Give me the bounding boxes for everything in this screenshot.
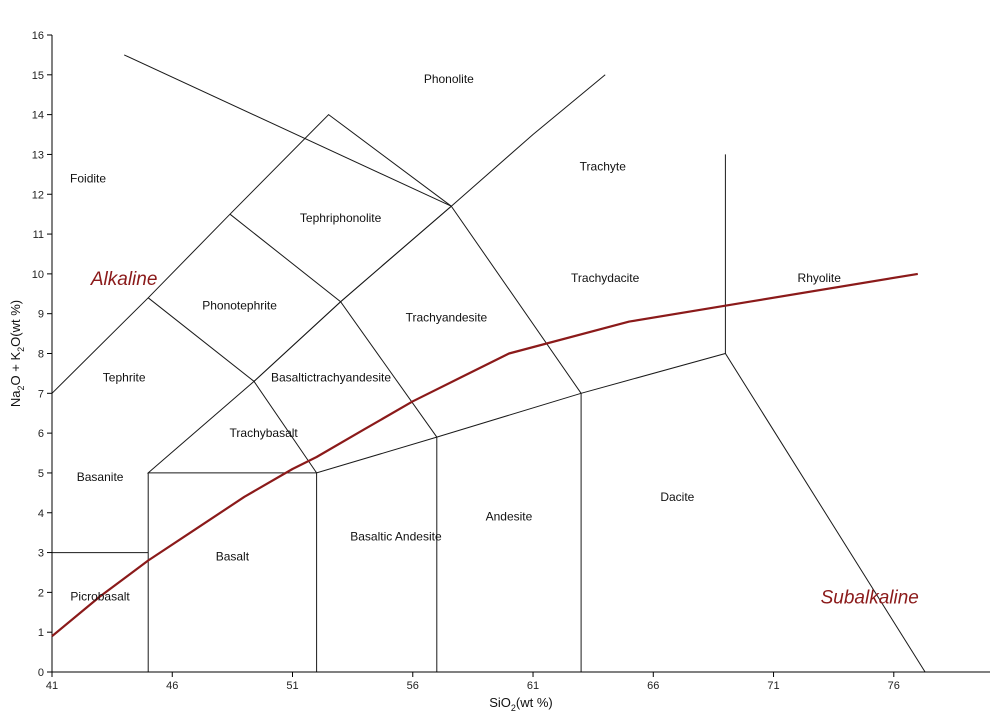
x-tick-label: 46 [166, 680, 178, 692]
y-tick-label: 3 [38, 548, 44, 560]
field-label: Tephriphonolite [300, 211, 382, 225]
y-tick-label: 9 [38, 309, 44, 321]
y-tick-label: 5 [38, 468, 44, 480]
field-boundary-line [253, 205, 582, 394]
field-label: Phonolite [424, 72, 474, 86]
field-labels: Foidite Phonolite Trachyte Tephriphonolite R… [70, 72, 919, 609]
field-boundaries [51, 54, 926, 673]
field-label: Dacite [660, 490, 694, 504]
y-tick-label: 14 [32, 110, 44, 122]
y-tick-label: 2 [38, 587, 44, 599]
field-label: Trachydacite [571, 271, 640, 285]
field-label: Trachyte [580, 159, 627, 173]
axes [51, 35, 990, 673]
x-tick-label: 56 [407, 680, 419, 692]
field-label: Basalt [216, 550, 250, 564]
field-label: Trachyandesite [406, 311, 488, 325]
field-label: Phonotephrite [202, 299, 277, 313]
field-label: Picrobasalt [70, 589, 130, 603]
field-boundary-line [229, 213, 438, 438]
region-label: Alkaline [90, 269, 158, 290]
y-tick-label: 12 [32, 189, 44, 201]
y-tick-label: 8 [38, 349, 44, 361]
field-label: Basaltic Andesite [350, 530, 442, 544]
field-boundary-line [123, 54, 452, 207]
field-label: Tephrite [103, 370, 146, 384]
alkaline-subalkaline-divider-line [51, 272, 918, 638]
x-tick-label: 41 [46, 680, 58, 692]
y-tick-label: 6 [38, 428, 44, 440]
field-boundary-line [147, 297, 318, 474]
x-axis-title: SiO2(wt %) [489, 695, 553, 713]
y-tick-label: 1 [38, 627, 44, 639]
y-tick-label: 0 [38, 667, 44, 679]
y-axis-title: Na2O + K2O(wt %) [8, 300, 26, 407]
field-label: Trachybasalt [230, 426, 299, 440]
x-tick-label: 51 [286, 680, 298, 692]
y-tick-label: 7 [38, 388, 44, 400]
x-tick-label: 76 [888, 680, 900, 692]
x-tick-label: 61 [527, 680, 539, 692]
field-label: Basanite [77, 470, 124, 484]
field-boundary-line [51, 113, 926, 673]
region-label: Subalkaline [821, 587, 919, 608]
field-boundary-line [450, 74, 606, 207]
series-layer [51, 272, 918, 638]
y-tick-label: 13 [32, 149, 44, 161]
y-tick-label: 16 [32, 30, 44, 42]
field-label: Rhyolite [798, 271, 842, 285]
x-tick-label: 71 [767, 680, 779, 692]
y-tick-label: 4 [38, 508, 44, 520]
field-label: Andesite [486, 510, 533, 524]
x-tick-label: 66 [647, 680, 659, 692]
y-tick-label: 11 [33, 229, 44, 241]
field-label: Foidite [70, 171, 106, 185]
y-tick-label: 15 [32, 70, 44, 82]
field-label: Basaltictrachyandesite [271, 370, 391, 384]
y-tick-label: 10 [32, 269, 44, 281]
